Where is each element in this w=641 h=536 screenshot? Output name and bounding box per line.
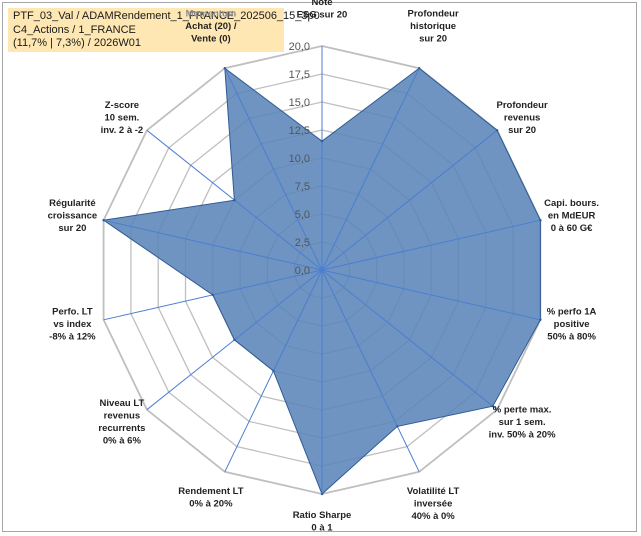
data-point-4 <box>539 318 542 321</box>
data-point-1 <box>418 67 421 70</box>
axis-spoke-2 <box>321 129 498 271</box>
axis-label-2-line-2: sur 20 <box>508 125 536 136</box>
tick-label-3: 7,5 <box>295 181 310 193</box>
axis-label-0-line-0: Note <box>311 0 332 8</box>
axis-label-8-line-0: Rendement LT <box>178 486 243 497</box>
data-point-6 <box>396 425 399 428</box>
axis-label-12-line-2: inv. 2 à -2 <box>101 125 144 136</box>
axis-label-12: Z-score 10 sem. inv. 2 à -2 <box>101 100 144 136</box>
axis-label-8: Rendement LT 0% à 20% <box>178 486 243 510</box>
axis-label-0-line-1: ESG sur 20 <box>297 10 348 21</box>
axis-label-5-line-0: % perte max. <box>493 404 552 415</box>
axis-label-10: Perfo. LT vs index -8% à 12% <box>49 307 96 343</box>
axis-label-9: Niveau LT revenus recurrents 0% à 6% <box>98 398 145 447</box>
axis-label-7-line-0: Ratio Sharpe <box>293 510 352 521</box>
axis-label-10-line-2: -8% à 12% <box>49 332 96 343</box>
tick-label-8: 20,0 <box>289 41 310 53</box>
tick-label-4: 10,0 <box>289 153 310 165</box>
axis-label-9-line-2: recurrents <box>98 423 145 434</box>
axis-label-5-line-2: inv. 50% à 20% <box>489 429 556 440</box>
axis-label-11-line-2: sur 20 <box>58 223 86 234</box>
axis-label-13-line-0: Momentum <box>186 9 237 20</box>
axis-label-9-line-0: Niveau LT <box>100 398 145 409</box>
axis-labels: Note ESG sur 20 Profondeur historique sur 20… <box>48 0 599 534</box>
data-points <box>102 67 542 496</box>
axis-label-4-line-0: % perfo 1A <box>547 307 597 318</box>
axis-label-13-line-2: Vente (0) <box>191 34 231 45</box>
data-point-9 <box>233 338 236 341</box>
axis-spoke-5 <box>321 269 498 411</box>
axis-label-8-line-1: 0% à 20% <box>189 498 233 509</box>
axis-spoke-6 <box>321 269 420 473</box>
axis-spokes <box>103 46 541 494</box>
data-point-0 <box>320 140 324 143</box>
axis-label-6: Volatilité LT inversée 40% à 0% <box>407 486 460 522</box>
axis-label-12-line-1: 10 sem. <box>104 113 139 124</box>
axis-label-2: Profondeur revenus sur 20 <box>496 100 547 136</box>
axis-spoke-11 <box>103 219 323 271</box>
axis-label-11: Régularité croissance sur 20 <box>48 198 98 234</box>
tick-label-2: 5,0 <box>295 209 310 221</box>
axis-label-7-line-1: 0 à 1 <box>311 523 333 534</box>
axis-spoke-13 <box>224 67 323 271</box>
header-line-3: (11,7% | 7,3%) / 2026W01 <box>13 37 141 49</box>
axis-label-9-line-3: 0% à 6% <box>103 436 142 447</box>
axis-label-4: % perfo 1A positive 50% à 80% <box>547 307 597 343</box>
axis-label-1-line-1: historique <box>410 21 456 32</box>
axis-label-10-line-0: Perfo. LT <box>52 307 93 318</box>
data-point-13 <box>223 67 226 70</box>
axis-label-13: Momentum Achat (20) / Vente (0) <box>185 9 237 45</box>
axis-label-0: Note ESG sur 20 <box>297 0 348 21</box>
data-point-7 <box>320 492 324 496</box>
axis-label-6-line-0: Volatilité LT <box>407 486 460 497</box>
data-point-12 <box>233 199 236 202</box>
axis-label-3: Capi. bours. en MdEUR 0 à 60 G€ <box>544 198 599 234</box>
axis-spoke-4 <box>321 269 541 321</box>
axis-label-6-line-1: inversée <box>414 498 453 509</box>
tick-labels: 0,0 2,5 5,0 7,5 10,0 12,5 15,0 17,5 20,0 <box>289 41 310 277</box>
axis-label-1: Profondeur historique sur 20 <box>407 9 458 45</box>
data-point-8 <box>272 369 275 373</box>
header-line-1: PTF_03_Val / ADAMRendement_1_FRANCE_2025… <box>13 10 320 22</box>
axis-label-5: % perte max. sur 1 sem. inv. 50% à 20% <box>489 404 556 440</box>
axis-label-9-line-1: revenus <box>104 411 140 422</box>
axis-label-1-line-2: sur 20 <box>419 34 447 45</box>
axis-label-11-line-0: Régularité <box>49 198 95 209</box>
axis-label-12-line-0: Z-score <box>105 100 139 111</box>
chart-header: PTF_03_Val / ADAMRendement_1_FRANCE_2025… <box>8 8 320 52</box>
axis-label-3-line-1: en MdEUR <box>548 211 596 222</box>
tick-label-0: 0,0 <box>295 265 310 277</box>
axis-label-6-line-2: 40% à 0% <box>411 511 455 522</box>
data-point-5 <box>491 405 494 408</box>
tick-label-1: 2,5 <box>295 237 310 249</box>
axis-spoke-3 <box>321 219 541 271</box>
data-point-10 <box>211 293 214 297</box>
axis-label-4-line-2: 50% à 80% <box>547 332 596 343</box>
axis-label-1-line-0: Profondeur <box>407 9 458 20</box>
header-line-2: C4_Actions / 1_FRANCE <box>13 23 136 36</box>
axis-label-13-line-1: Achat (20) / <box>185 21 237 32</box>
data-point-3 <box>539 219 542 222</box>
axis-spoke-1 <box>321 67 420 271</box>
axis-label-2-line-1: revenus <box>504 113 540 124</box>
axis-label-3-line-0: Capi. bours. <box>544 198 599 209</box>
axis-label-10-line-1: vs index <box>53 319 92 330</box>
axis-label-3-line-2: 0 à 60 G€ <box>551 223 593 234</box>
tick-label-6: 15,0 <box>289 97 310 109</box>
data-point-2 <box>495 129 499 132</box>
tick-label-7: 17,5 <box>289 69 310 81</box>
axis-label-2-line-0: Profondeur <box>496 100 547 111</box>
axis-label-4-line-1: positive <box>554 319 590 330</box>
axis-label-5-line-1: sur 1 sem. <box>499 417 546 428</box>
data-point-11 <box>102 219 105 222</box>
axis-label-7: Ratio Sharpe 0 à 1 <box>293 510 352 534</box>
axis-label-11-line-1: croissance <box>48 211 98 222</box>
tick-label-5: 12,5 <box>289 125 310 137</box>
